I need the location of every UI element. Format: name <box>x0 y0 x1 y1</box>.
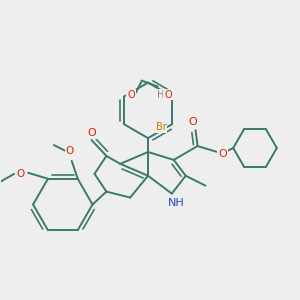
Text: O: O <box>16 169 24 179</box>
Text: O: O <box>87 128 96 138</box>
Text: NH: NH <box>167 199 184 208</box>
Text: O: O <box>66 146 74 156</box>
Text: H: H <box>158 89 165 100</box>
Text: Br: Br <box>156 122 167 132</box>
Text: O: O <box>188 117 197 127</box>
Text: O: O <box>164 89 172 100</box>
Text: O: O <box>127 89 135 100</box>
Text: O: O <box>218 149 227 159</box>
